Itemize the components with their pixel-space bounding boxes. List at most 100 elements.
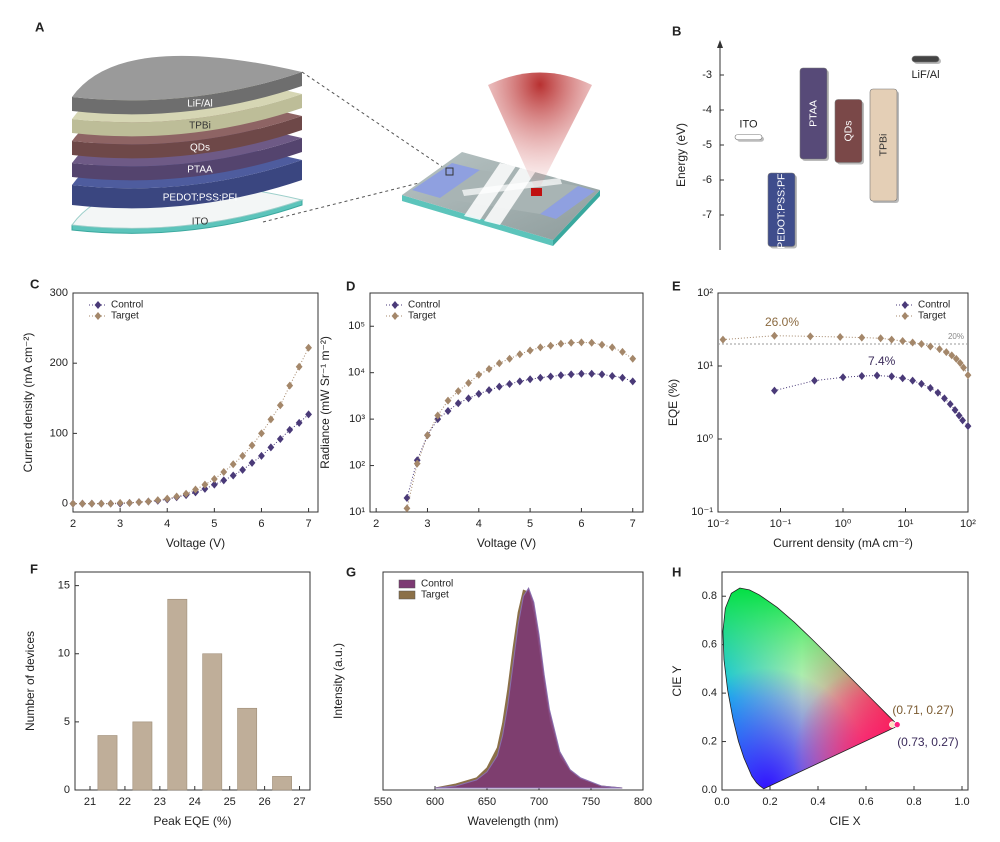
marker xyxy=(305,343,312,352)
y-tick-label: 0 xyxy=(64,784,70,796)
marker xyxy=(629,377,637,386)
marker xyxy=(547,372,555,381)
marker xyxy=(79,499,86,508)
panel-letter: B xyxy=(672,23,681,38)
marker xyxy=(295,362,303,371)
x-tick-label: 750 xyxy=(582,796,600,808)
x-axis-title: Current density (mA cm⁻²) xyxy=(773,536,913,550)
x-tick-label: 5 xyxy=(527,518,533,530)
legend-label: Target xyxy=(408,311,436,322)
energy-level xyxy=(767,172,796,247)
x-tick-label: 0.0 xyxy=(714,796,729,808)
series-line xyxy=(406,341,634,509)
marker xyxy=(286,381,294,390)
annotation: 26.0% xyxy=(765,315,799,329)
layer-label: LiF/Al xyxy=(187,99,213,110)
x-tick-label: 24 xyxy=(189,796,201,808)
bar xyxy=(202,653,223,791)
marker xyxy=(936,345,943,354)
marker xyxy=(267,443,275,452)
marker xyxy=(578,338,585,347)
marker xyxy=(485,365,493,374)
x-tick-label: 10² xyxy=(960,518,976,530)
x-tick-label: 7 xyxy=(630,518,636,530)
marker xyxy=(964,371,972,380)
y-axis-title: Intensity (a.u.) xyxy=(331,643,345,719)
marker xyxy=(959,416,967,425)
marker xyxy=(557,371,565,380)
panel-letter: G xyxy=(346,564,356,579)
marker xyxy=(567,370,575,379)
layer-label: QDs xyxy=(190,143,210,154)
x-axis-title: Wavelength (nm) xyxy=(468,814,559,828)
series-line xyxy=(73,347,310,505)
layer-side xyxy=(72,138,302,181)
legend-marker xyxy=(94,301,102,309)
x-tick-label: 4 xyxy=(164,518,170,530)
series-line xyxy=(73,414,309,505)
x-tick-label: 10⁰ xyxy=(835,518,852,530)
legend-label: Control xyxy=(408,300,440,311)
marker xyxy=(201,484,209,493)
bar xyxy=(132,721,153,791)
marker xyxy=(598,340,606,349)
legend-marker xyxy=(391,312,399,320)
layer-side xyxy=(72,160,302,209)
x-tick-label: 0.4 xyxy=(810,796,825,808)
marker xyxy=(526,375,534,384)
marker xyxy=(964,422,972,431)
marker xyxy=(588,369,596,378)
marker xyxy=(873,371,881,380)
y-tick-label: -7 xyxy=(702,209,712,221)
x-tick-label: 5 xyxy=(211,518,217,530)
y-tick-label: 10² xyxy=(697,287,713,299)
marker xyxy=(811,376,818,385)
marker xyxy=(934,388,942,397)
y-axis-title: Radiance (mW Sr⁻¹ m⁻²) xyxy=(318,336,332,469)
layer-label: TPBi xyxy=(189,121,211,132)
y-tick-label: 10 xyxy=(58,648,70,660)
energy-level xyxy=(911,55,940,63)
marker xyxy=(839,373,847,382)
marker xyxy=(107,499,115,508)
layer-side xyxy=(72,116,302,159)
marker xyxy=(485,386,493,395)
marker xyxy=(144,497,152,506)
panel-letter: H xyxy=(672,564,681,579)
energy-level xyxy=(799,67,828,160)
x-tick-label: 2 xyxy=(373,518,379,530)
x-tick-label: 4 xyxy=(476,518,482,530)
marker xyxy=(403,494,411,503)
y-tick-label: 200 xyxy=(50,357,68,369)
level-label: TPBi xyxy=(877,134,889,157)
y-tick-label: 5 xyxy=(64,716,70,728)
panel-letter: C xyxy=(30,276,40,291)
level-label: PTAA xyxy=(807,100,819,127)
y-tick-label: -6 xyxy=(702,174,712,186)
x-tick-label: 10¹ xyxy=(898,518,914,530)
layer-label: PTAA xyxy=(187,165,213,176)
legend-marker xyxy=(901,301,909,309)
marker xyxy=(619,347,626,356)
marker xyxy=(942,348,950,357)
marker xyxy=(229,460,237,469)
y-axis-title: CIE Y xyxy=(670,665,684,696)
marker xyxy=(567,338,575,347)
marker xyxy=(403,504,411,513)
y-tick-label: 10² xyxy=(349,459,365,471)
x-axis-title: CIE X xyxy=(829,814,860,828)
series-line xyxy=(774,375,969,427)
y-tick-label: 0.8 xyxy=(702,590,717,602)
marker xyxy=(619,373,626,382)
legend-label: Control xyxy=(421,579,453,590)
marker xyxy=(608,343,616,352)
y-tick-label: 10⁻¹ xyxy=(691,506,713,518)
marker xyxy=(506,380,513,389)
marker xyxy=(578,369,585,378)
reference-label: 20% xyxy=(948,332,964,341)
marker xyxy=(608,371,616,380)
substrate-edge xyxy=(553,190,600,246)
marker xyxy=(220,476,228,485)
marker xyxy=(516,350,524,359)
marker xyxy=(154,496,162,505)
